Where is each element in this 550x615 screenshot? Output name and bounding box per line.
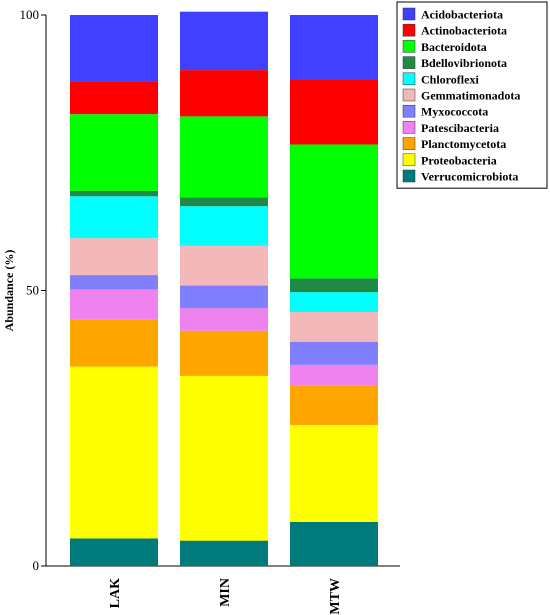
bar-segment-lak-verrucomicrobiota (70, 538, 158, 566)
bar-segment-lak-patescibacteria (70, 289, 158, 320)
bar-segment-min-verrucomicrobiota (180, 540, 268, 566)
bar-segment-min-bacteroidota (180, 116, 268, 198)
legend-swatch (402, 23, 416, 37)
bar-segment-min-myxococcota (180, 285, 268, 309)
bar-segment-lak-actinobacteriota (70, 81, 158, 115)
bar-segment-min-bdellovibrionota (180, 197, 268, 207)
bar-segment-min-actinobacteriota (180, 70, 268, 117)
labels-layer: LAK MIN MTW (108, 578, 343, 615)
bar-segment-lak-chloroflexi (70, 196, 158, 239)
bar-segment-min-chloroflexi (180, 206, 268, 246)
bar-segment-lak-bacteroidota (70, 114, 158, 191)
legend-entry: Bdellovibrionota (421, 56, 507, 70)
y-axis-label: Abundance (%) (2, 250, 16, 332)
bar-segment-mtw-patescibacteria (290, 364, 378, 386)
bar-segment-lak-gemmatimonadota (70, 238, 158, 276)
legend-swatch (402, 72, 416, 86)
bar-segment-mtw-verrucomicrobiota (290, 521, 378, 566)
legend-entry: Actinobacteriota (421, 24, 507, 38)
bar-segment-mtw-gemmatimonadota (290, 311, 378, 342)
legend-entry: Verrucomicrobiota (421, 170, 518, 184)
legend-entry: Patescibacteria (421, 121, 499, 135)
x-tick-label: MTW (328, 578, 343, 615)
bar-segment-mtw-chloroflexi (290, 292, 378, 312)
legend-swatch (402, 104, 416, 118)
bar-segment-lak-myxococcota (70, 275, 158, 290)
bar-segment-mtw-planctomycetota (290, 385, 378, 425)
bars-layer (70, 11, 378, 566)
y-tick-label: 100 (20, 7, 40, 22)
legend-box (396, 1, 548, 189)
legend: Acidobacteriota Actinobacteriota Bacteroid… (396, 1, 548, 189)
bar-segment-lak-planctomycetota (70, 319, 158, 367)
legend-swatch (402, 121, 416, 134)
legend-entry: Gemmatimonadota (421, 89, 520, 103)
y-tick-label: 0 (33, 558, 40, 573)
legend-swatch (402, 7, 416, 21)
bar-segment-min-acidobacteriota (180, 11, 268, 71)
legend-swatch (402, 153, 416, 167)
bar-segment-lak-bdellovibrionota (70, 190, 158, 197)
bar-segment-mtw-proteobacteria (290, 424, 378, 522)
legend-entry: Chloroflexi (421, 72, 479, 86)
x-tick-label: LAK (108, 578, 123, 608)
bar-segment-min-proteobacteria (180, 375, 268, 541)
legend-entry: Planctomycetota (421, 137, 506, 151)
legend-entry: Proteobacteria (421, 153, 497, 167)
legend-entry: Myxococcota (421, 105, 488, 119)
legend-entry: Acidobacteriota (421, 8, 503, 22)
bar-segment-mtw-actinobacteriota (290, 80, 378, 145)
x-tick-label: MIN (218, 578, 233, 607)
legend-swatch (402, 169, 416, 183)
y-tick-label: 50 (26, 283, 39, 298)
legend-swatch (402, 56, 416, 69)
bar-segment-mtw-myxococcota (290, 341, 378, 365)
bar-segment-min-planctomycetota (180, 330, 268, 376)
legend-swatch (402, 88, 416, 102)
bar-segment-min-gemmatimonadota (180, 245, 268, 286)
bar-segment-mtw-bacteroidota (290, 144, 378, 279)
bar-segment-mtw-bdellovibrionota (290, 278, 378, 293)
bar-segment-min-patescibacteria (180, 308, 268, 331)
bar-segment-mtw-acidobacteriota (290, 15, 378, 81)
legend-swatch (402, 137, 416, 150)
bar-segment-lak-proteobacteria (70, 366, 158, 539)
legend-swatch (402, 40, 416, 53)
bar-segment-lak-acidobacteriota (70, 15, 158, 82)
legend-entry: Bacteroidota (421, 40, 487, 54)
